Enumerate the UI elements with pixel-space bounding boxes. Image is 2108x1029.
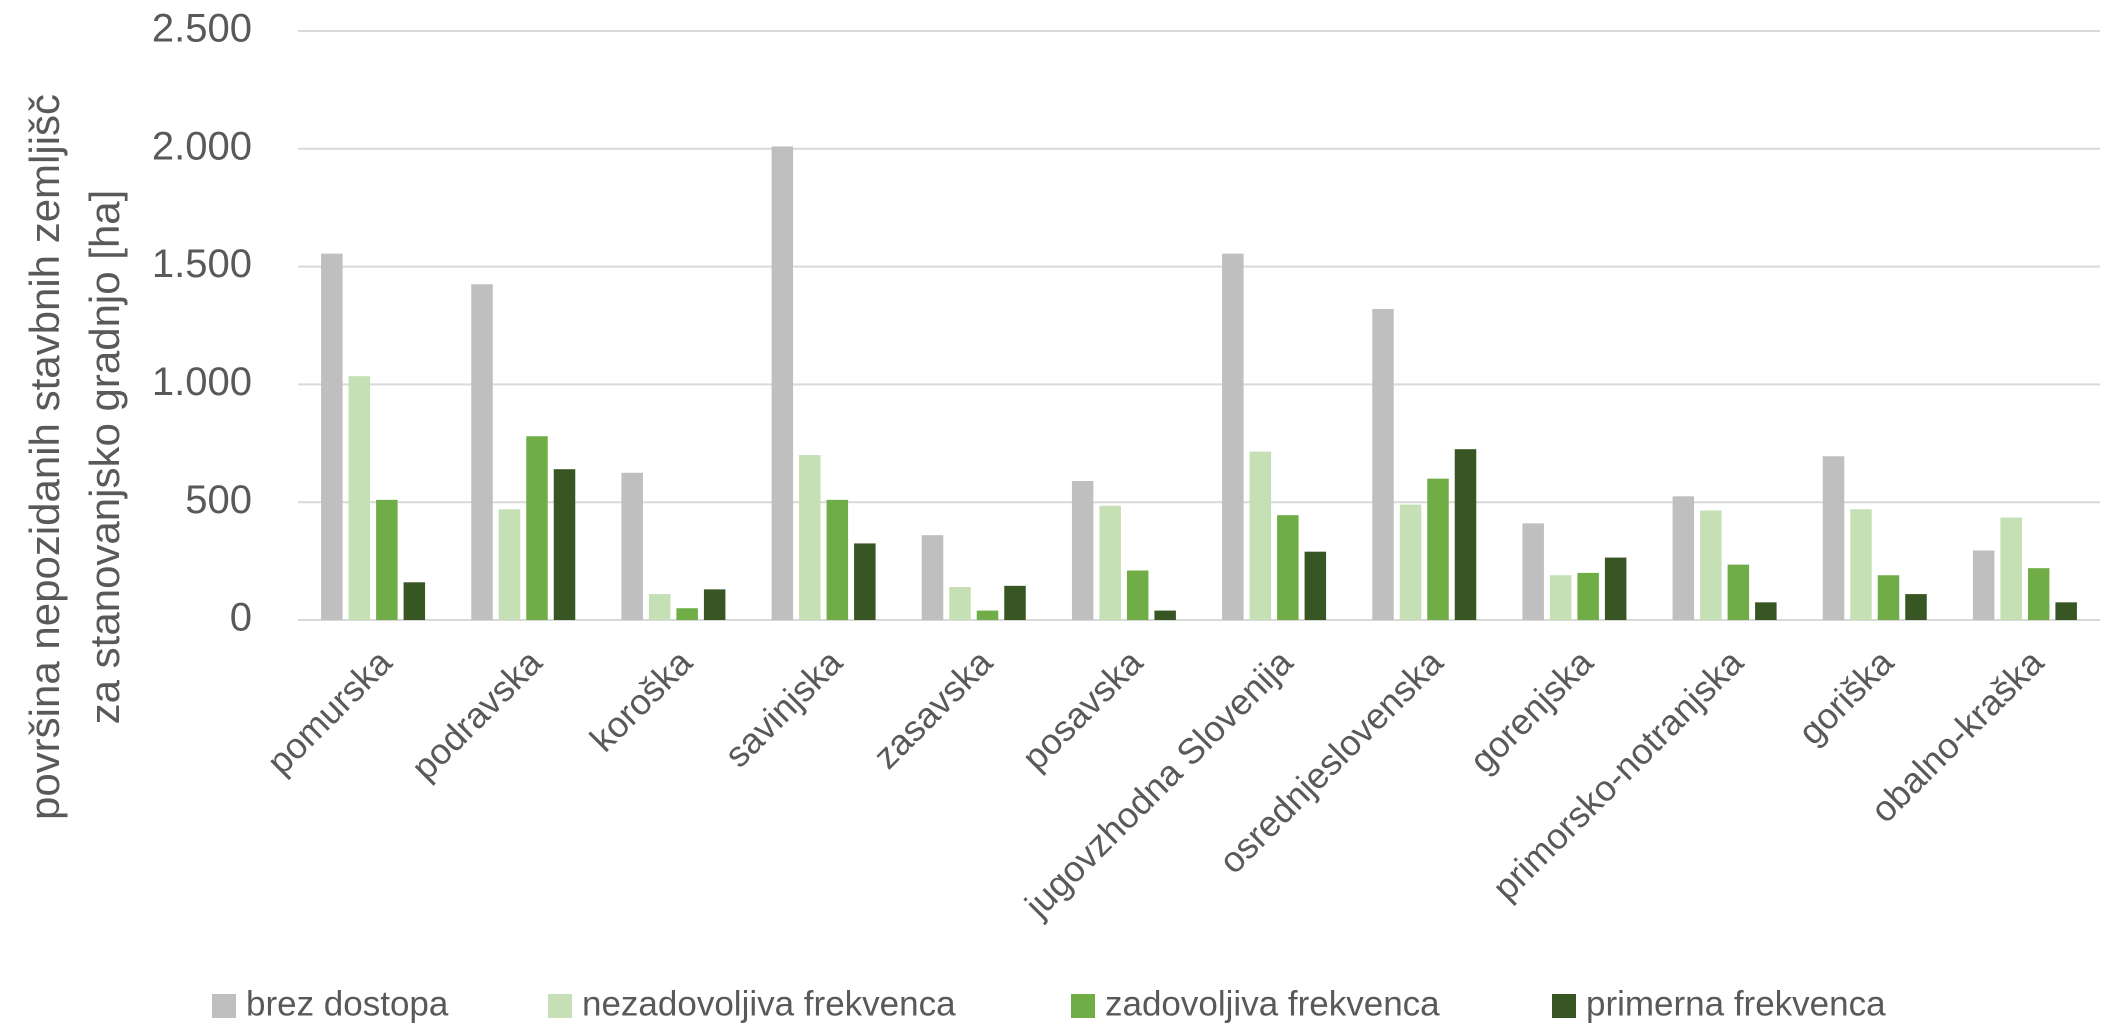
- bar: [471, 284, 493, 620]
- legend-label: brez dostopa: [246, 984, 449, 1023]
- bar: [621, 472, 643, 620]
- bar: [348, 376, 371, 620]
- bar: [1850, 509, 1872, 620]
- bar: [854, 543, 876, 620]
- y-tick-label: 500: [185, 478, 252, 522]
- bar: [403, 582, 426, 620]
- bar: [2027, 568, 2050, 620]
- bar: [321, 253, 343, 620]
- bar: [1427, 478, 1449, 620]
- y-tick-label: 0: [230, 596, 252, 640]
- bar: [1277, 515, 1299, 620]
- bar: [1755, 602, 1777, 620]
- bar: [1304, 551, 1327, 620]
- bar: [1522, 523, 1544, 620]
- legend-label: primerna frekvenca: [1586, 984, 1886, 1023]
- y-tick-label: 1.000: [152, 360, 252, 404]
- x-tick-label: zasavska: [865, 641, 1001, 777]
- bar: [526, 436, 548, 620]
- x-tick-label: savinjska: [716, 641, 850, 775]
- x-tick-label: posavska: [1014, 641, 1151, 778]
- bar: [1822, 456, 1845, 620]
- legend-swatch: [1071, 994, 1095, 1018]
- x-tick-label: jugovzhodna Slovenija: [1016, 641, 1301, 926]
- bar: [1372, 309, 1394, 620]
- bar: [1672, 496, 1695, 620]
- bar: [648, 594, 671, 620]
- bar: [1905, 594, 1927, 620]
- bar: [1154, 610, 1176, 620]
- bar: [1399, 504, 1422, 620]
- bar: [553, 469, 576, 620]
- bar: [1604, 557, 1627, 620]
- bar: [1071, 480, 1094, 620]
- x-tick-label: primorsko-notranjska: [1484, 641, 1751, 908]
- bar: [1727, 564, 1750, 620]
- legend-swatch: [548, 994, 572, 1018]
- x-tick-label: goriška: [1790, 641, 1902, 753]
- y-tick-label: 2.500: [152, 7, 252, 51]
- bar: [1004, 585, 1026, 620]
- bar: [498, 509, 521, 620]
- y-tick-label: 2.000: [152, 124, 252, 168]
- bar: [949, 587, 971, 620]
- legend-label: nezadovoljiva frekvenca: [582, 984, 956, 1023]
- legend-label: zadovoljiva frekvenca: [1105, 984, 1440, 1023]
- bar: [1249, 451, 1272, 620]
- bar: [799, 455, 821, 620]
- bar: [976, 610, 999, 620]
- bar: [1877, 575, 1900, 620]
- bar: [1577, 572, 1599, 620]
- bar: [2055, 602, 2077, 620]
- x-tick-label: gorenjska: [1461, 641, 1601, 781]
- bar: [1972, 550, 1995, 620]
- bar: [676, 608, 698, 620]
- x-tick-label: podravska: [403, 641, 550, 788]
- bar: [703, 589, 726, 620]
- x-tick-label: koroška: [582, 641, 701, 760]
- bar: [771, 146, 794, 620]
- y-axis-title: za stanovanjsko gradnjo [ha]: [81, 190, 128, 725]
- bar: [1549, 575, 1572, 620]
- bar: [2000, 517, 2022, 620]
- bar: [1454, 449, 1477, 620]
- y-axis-title: površina nepozidanih stavbnih zemljišč: [21, 94, 68, 820]
- bar: [1222, 253, 1244, 620]
- bar: [1126, 570, 1149, 620]
- y-tick-label: 1.500: [152, 242, 252, 286]
- bar: [826, 499, 849, 620]
- bar: [1700, 510, 1722, 620]
- bar: [921, 535, 944, 620]
- bar: [376, 499, 398, 620]
- bar: [1099, 505, 1121, 620]
- x-tick-label: pomurska: [259, 641, 400, 782]
- legend-swatch: [1552, 994, 1576, 1018]
- legend-swatch: [212, 994, 236, 1018]
